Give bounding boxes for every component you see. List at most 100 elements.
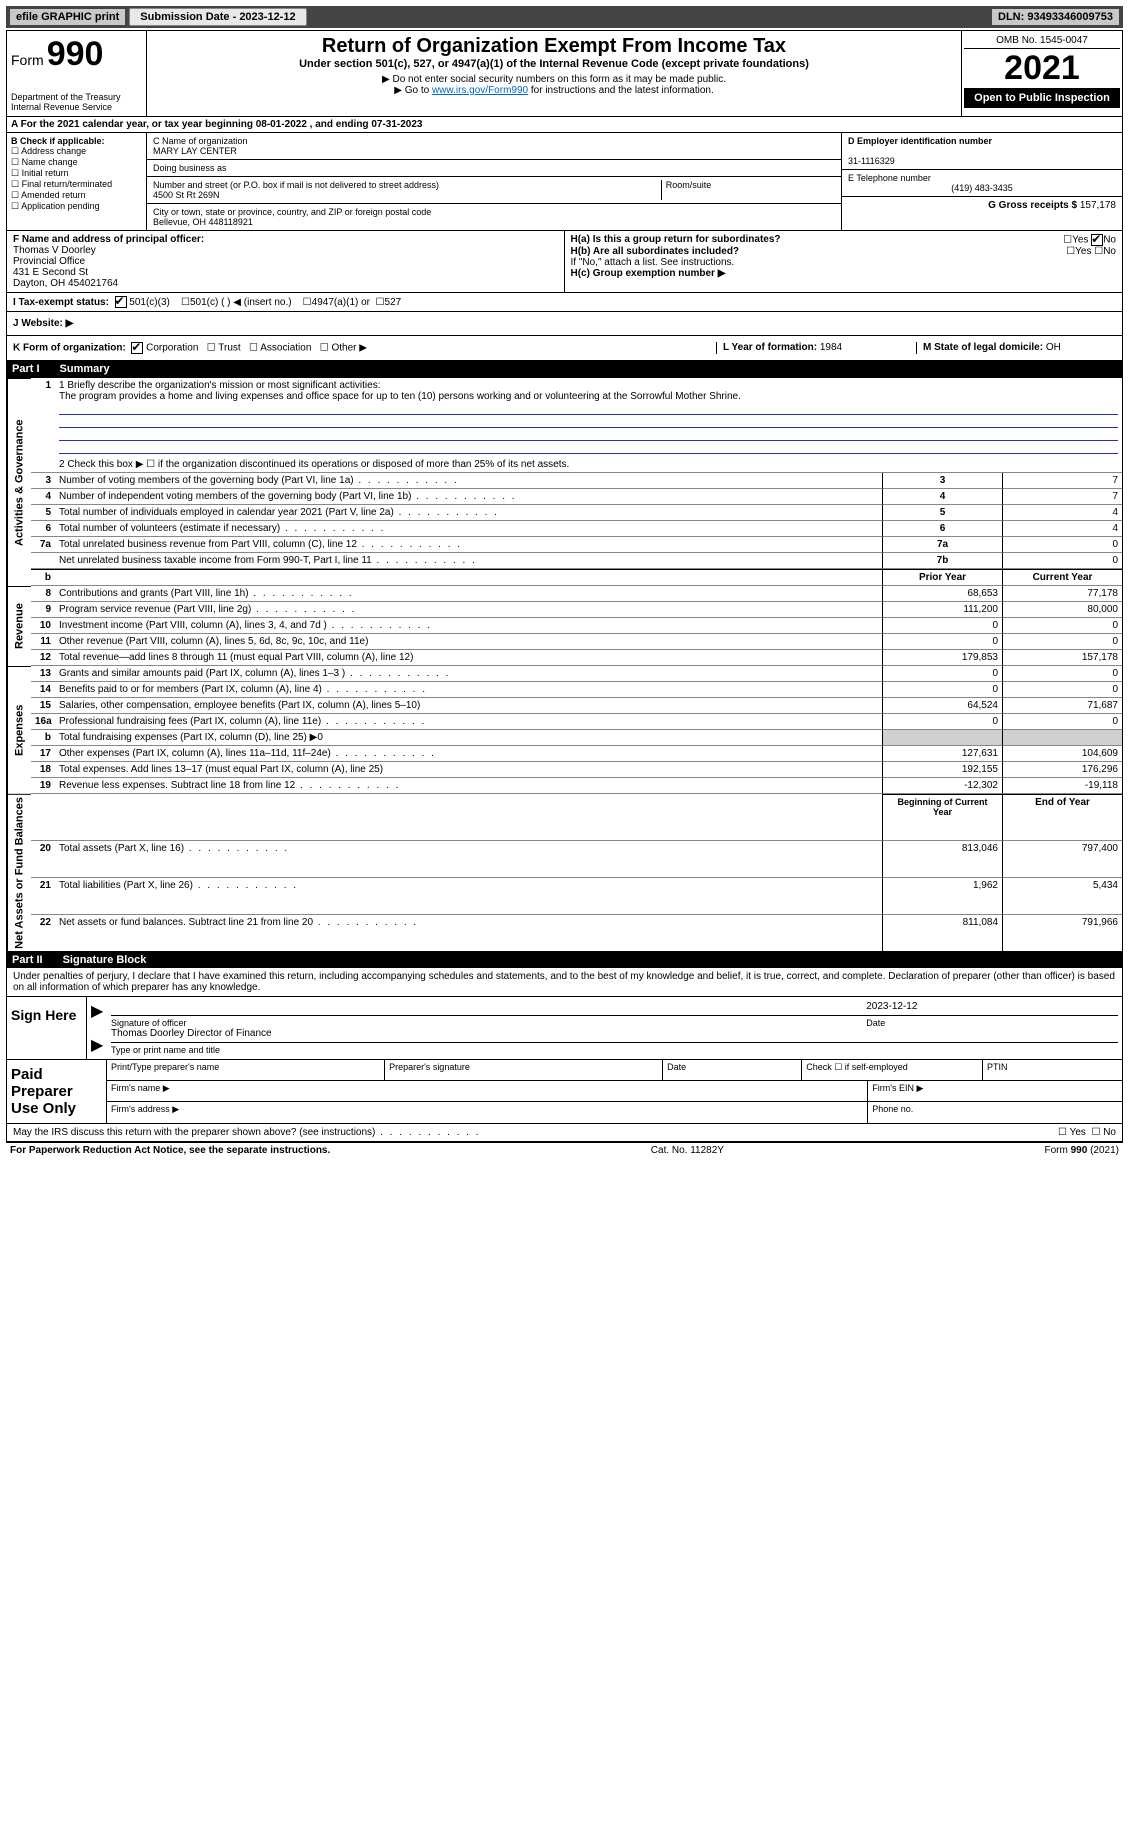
r9-prior: 111,200: [882, 602, 1002, 618]
r15-num: 15: [31, 698, 55, 714]
r15-text: Salaries, other compensation, employee b…: [55, 698, 882, 714]
r11-num: 11: [31, 634, 55, 650]
m-label: M State of legal domicile:: [923, 342, 1046, 353]
r6-val: 4: [1002, 521, 1122, 537]
r19-text: Revenue less expenses. Subtract line 18 …: [55, 778, 882, 794]
q1-num: 1: [31, 378, 55, 457]
date-label: Date: [866, 1018, 1118, 1028]
submission-date-button[interactable]: Submission Date - 2023-12-12: [129, 8, 306, 26]
r3-box: 3: [882, 473, 1002, 489]
r10-current: 0: [1002, 618, 1122, 634]
r18-text: Total expenses. Add lines 13–17 (must eq…: [55, 762, 882, 778]
box-f: F Name and address of principal officer:…: [7, 231, 565, 292]
footer-mid: Cat. No. 11282Y: [651, 1145, 724, 1156]
officer-addr1: 431 E Second St: [13, 267, 88, 278]
opt-corp: Corporation: [146, 343, 198, 354]
r4-box: 4: [882, 489, 1002, 505]
r16b-num: b: [31, 730, 55, 746]
opt-527: 527: [385, 297, 402, 308]
box-d: D Employer identification number 31-1116…: [842, 133, 1122, 230]
top-bar: efile GRAPHIC print Submission Date - 20…: [6, 6, 1123, 28]
sign-here-label: Sign Here: [7, 997, 87, 1059]
preparer-block: Paid Preparer Use Only Print/Type prepar…: [7, 1059, 1122, 1123]
prep-sig-label: Preparer's signature: [385, 1060, 663, 1080]
col-current: Current Year: [1002, 569, 1122, 586]
dept-treasury: Department of the Treasury: [11, 92, 142, 102]
r16a-current: 0: [1002, 714, 1122, 730]
hb-no: No: [1103, 246, 1116, 257]
gross-receipts: 157,178: [1080, 200, 1116, 211]
r16a-num: 16a: [31, 714, 55, 730]
r9-num: 9: [31, 602, 55, 618]
r4-val: 7: [1002, 489, 1122, 505]
discuss-no: No: [1103, 1127, 1116, 1138]
col-prior: Prior Year: [882, 569, 1002, 586]
r19-num: 19: [31, 778, 55, 794]
form-label: Form: [11, 52, 44, 68]
prep-check-label: Check ☐ if self-employed: [802, 1060, 983, 1080]
c-name-label: C Name of organization: [153, 136, 248, 146]
omb-number: OMB No. 1545-0047: [964, 33, 1120, 49]
opt-other: Other ▶: [331, 343, 366, 354]
part2-label: Part II: [12, 954, 43, 966]
website-row: J Website: ▶: [6, 312, 1123, 336]
firm-phone-label: Phone no.: [868, 1102, 1122, 1123]
r18-current: 176,296: [1002, 762, 1122, 778]
opt-final-return: Final return/terminated: [22, 179, 113, 189]
room-label: Room/suite: [666, 180, 712, 190]
r15-current: 71,687: [1002, 698, 1122, 714]
r3-val: 7: [1002, 473, 1122, 489]
r20-num: 20: [31, 841, 55, 878]
tax-status-row: I Tax-exempt status: 501(c)(3) ☐ 501(c) …: [6, 293, 1123, 312]
r19-prior: -12,302: [882, 778, 1002, 794]
opt-app-pending: Application pending: [21, 201, 100, 211]
ptin-label: PTIN: [983, 1060, 1122, 1080]
r13-text: Grants and similar amounts paid (Part IX…: [55, 666, 882, 682]
opt-amended: Amended return: [21, 190, 86, 200]
irs-link[interactable]: www.irs.gov/Form990: [432, 85, 528, 96]
q2-num: [31, 457, 55, 473]
r17-current: 104,609: [1002, 746, 1122, 762]
r3-num: 3: [31, 473, 55, 489]
discuss-text: May the IRS discuss this return with the…: [13, 1127, 481, 1138]
org-city: Bellevue, OH 448118921: [153, 217, 253, 227]
r5-num: 5: [31, 505, 55, 521]
r13-current: 0: [1002, 666, 1122, 682]
r18-prior: 192,155: [882, 762, 1002, 778]
r21-current: 5,434: [1002, 878, 1122, 915]
form-number: 990: [47, 35, 104, 73]
r7b-val: 0: [1002, 553, 1122, 569]
r7b-box: 7b: [882, 553, 1002, 569]
ein-label: D Employer identification number: [848, 136, 992, 146]
r14-prior: 0: [882, 682, 1002, 698]
dln: DLN: 93493346009753: [992, 9, 1119, 25]
r16a-prior: 0: [882, 714, 1002, 730]
year-formation: 1984: [820, 342, 842, 353]
irs-label: Internal Revenue Service: [11, 102, 142, 112]
r22-num: 22: [31, 915, 55, 951]
ein: 31-1116329: [848, 156, 895, 166]
r9-current: 80,000: [1002, 602, 1122, 618]
efile-label: efile GRAPHIC print: [10, 9, 125, 25]
summary-grid: Activities & Governance 1 1 Briefly desc…: [6, 377, 1123, 952]
i-label: I Tax-exempt status:: [13, 297, 109, 308]
f-h-row: F Name and address of principal officer:…: [6, 231, 1123, 293]
r16b-prior: [882, 730, 1002, 746]
r12-prior: 179,853: [882, 650, 1002, 666]
r18-num: 18: [31, 762, 55, 778]
footer: For Paperwork Reduction Act Notice, see …: [6, 1142, 1123, 1158]
part2-header: Part II Signature Block: [6, 952, 1123, 968]
r11-text: Other revenue (Part VIII, column (A), li…: [55, 634, 882, 650]
r11-prior: 0: [882, 634, 1002, 650]
r13-prior: 0: [882, 666, 1002, 682]
r12-text: Total revenue—add lines 8 through 11 (mu…: [55, 650, 882, 666]
part1-label: Part I: [12, 363, 40, 375]
r14-current: 0: [1002, 682, 1122, 698]
r20-text: Total assets (Part X, line 16): [55, 841, 882, 878]
phone: (419) 483-3435: [848, 183, 1116, 193]
hc-label: H(c) Group exemption number ▶: [571, 268, 726, 279]
form-year: 2021: [964, 49, 1120, 88]
opt-4947: 4947(a)(1) or: [312, 297, 370, 308]
firm-name-label: Firm's name ▶: [107, 1081, 868, 1101]
r6-num: 6: [31, 521, 55, 537]
